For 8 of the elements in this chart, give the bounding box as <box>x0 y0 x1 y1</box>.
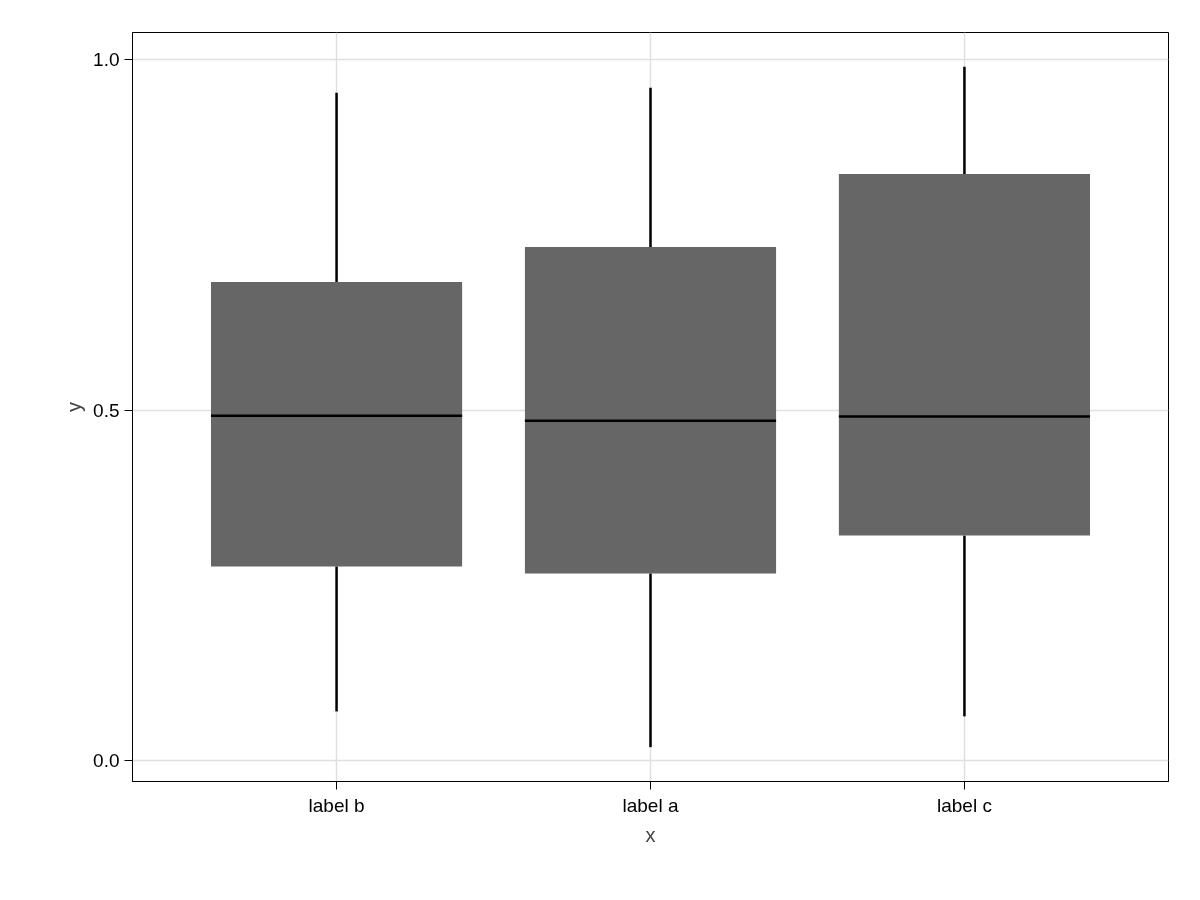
y-axis-title: y <box>63 402 86 412</box>
x-axis-title: x <box>645 823 656 846</box>
x-tick-label: label b <box>308 794 365 816</box>
y-tick-label: 0.0 <box>93 749 120 771</box>
y-tick-label: 0.5 <box>93 399 120 421</box>
x-tick-label: label a <box>622 794 679 816</box>
x-tick-label: label c <box>936 794 992 816</box>
y-tick-label: 1.0 <box>93 49 120 71</box>
